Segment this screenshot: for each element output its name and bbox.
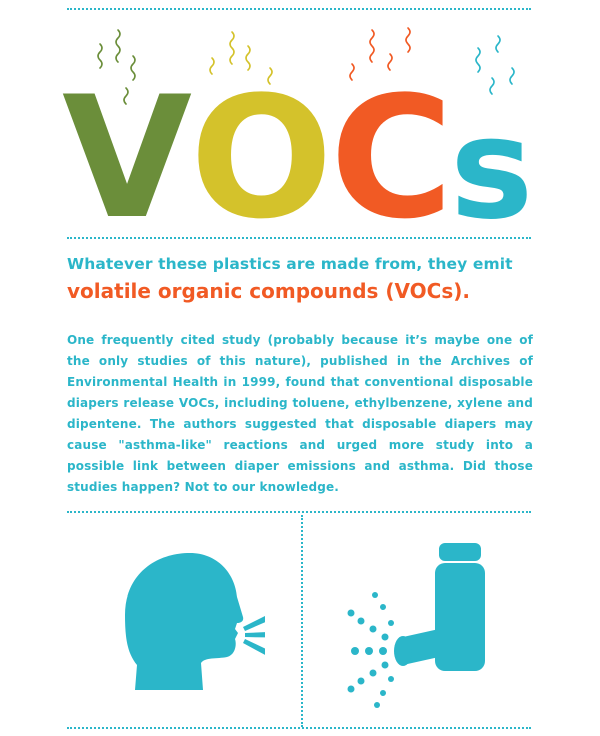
headline-line-2: volatile organic compounds (VOCs). bbox=[67, 279, 470, 303]
top-divider bbox=[67, 8, 531, 10]
coughing-head-icon bbox=[125, 553, 265, 690]
fumes-graphic bbox=[97, 27, 515, 105]
hero-divider bbox=[67, 237, 531, 239]
voc-hero: V O C s bbox=[0, 8, 600, 242]
letter-o: O bbox=[190, 60, 333, 256]
icon-divider bbox=[301, 515, 303, 727]
headline: Whatever these plastics are made from, t… bbox=[67, 255, 537, 303]
letter-s: s bbox=[450, 88, 534, 251]
headline-line-1: Whatever these plastics are made from, t… bbox=[67, 255, 513, 273]
voc-wordmark: V O C s bbox=[62, 58, 542, 242]
inhaler-icon bbox=[347, 543, 485, 708]
body-paragraph: One frequently cited study (probably bec… bbox=[67, 333, 533, 494]
bottom-divider bbox=[67, 727, 531, 729]
letter-v: V bbox=[62, 60, 193, 256]
letter-c: C bbox=[330, 60, 454, 256]
icon-panel bbox=[67, 515, 531, 727]
body-divider bbox=[67, 511, 531, 513]
